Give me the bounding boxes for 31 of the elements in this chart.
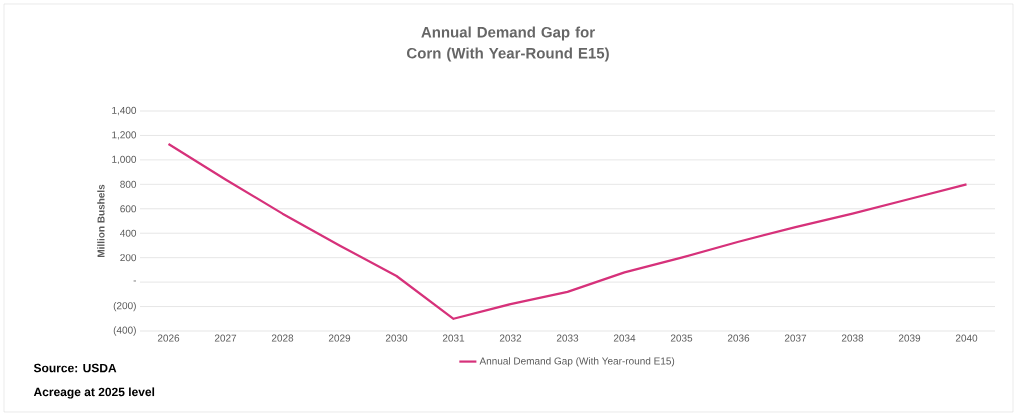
- y-tick-label: -: [133, 280, 137, 282]
- y-tick-label: (400): [113, 326, 136, 336]
- x-tick-label: 2033: [556, 334, 579, 342]
- y-tick-label: 600: [120, 205, 137, 213]
- y-tick-label: 1,000: [112, 155, 137, 165]
- y-tick-label: 800: [120, 180, 137, 188]
- chart-title: Annual Demand Gap for Corn (With Year-Round E15): [407, 26, 609, 62]
- x-tick-label: 2026: [157, 334, 180, 342]
- legend-label: Annual Demand Gap (With Year-round E15): [479, 357, 675, 367]
- x-tick-label: 2040: [955, 334, 978, 342]
- x-tick-label: 2037: [784, 334, 807, 342]
- y-tick-label: 1,200: [112, 131, 137, 140]
- x-tick-label: 2029: [328, 334, 351, 342]
- x-tick-label: 2036: [727, 334, 750, 342]
- x-tick-label: 2038: [841, 334, 864, 342]
- y-tick-label: 200: [120, 254, 137, 262]
- text: Acreage at 2025 level: [33, 387, 155, 399]
- x-tick-label: 2030: [385, 334, 408, 342]
- x-tick-label: 2028: [271, 334, 294, 342]
- x-tick-label: 2034: [613, 334, 636, 342]
- y-tick-label: 400: [120, 229, 137, 237]
- x-tick-label: 2035: [670, 334, 693, 342]
- y-tick-label: 1,400: [112, 106, 137, 116]
- y-tick-label: (200): [113, 301, 136, 312]
- x-tick-label: 2031: [442, 334, 465, 342]
- y-axis-title: Million Bushels: [97, 184, 105, 257]
- x-tick-label: 2027: [214, 334, 237, 342]
- x-tick-label: 2039: [898, 334, 921, 342]
- source-note: Source: USDA: [33, 363, 117, 373]
- line-series: [167, 142, 968, 320]
- x-tick-label: 2032: [499, 334, 522, 342]
